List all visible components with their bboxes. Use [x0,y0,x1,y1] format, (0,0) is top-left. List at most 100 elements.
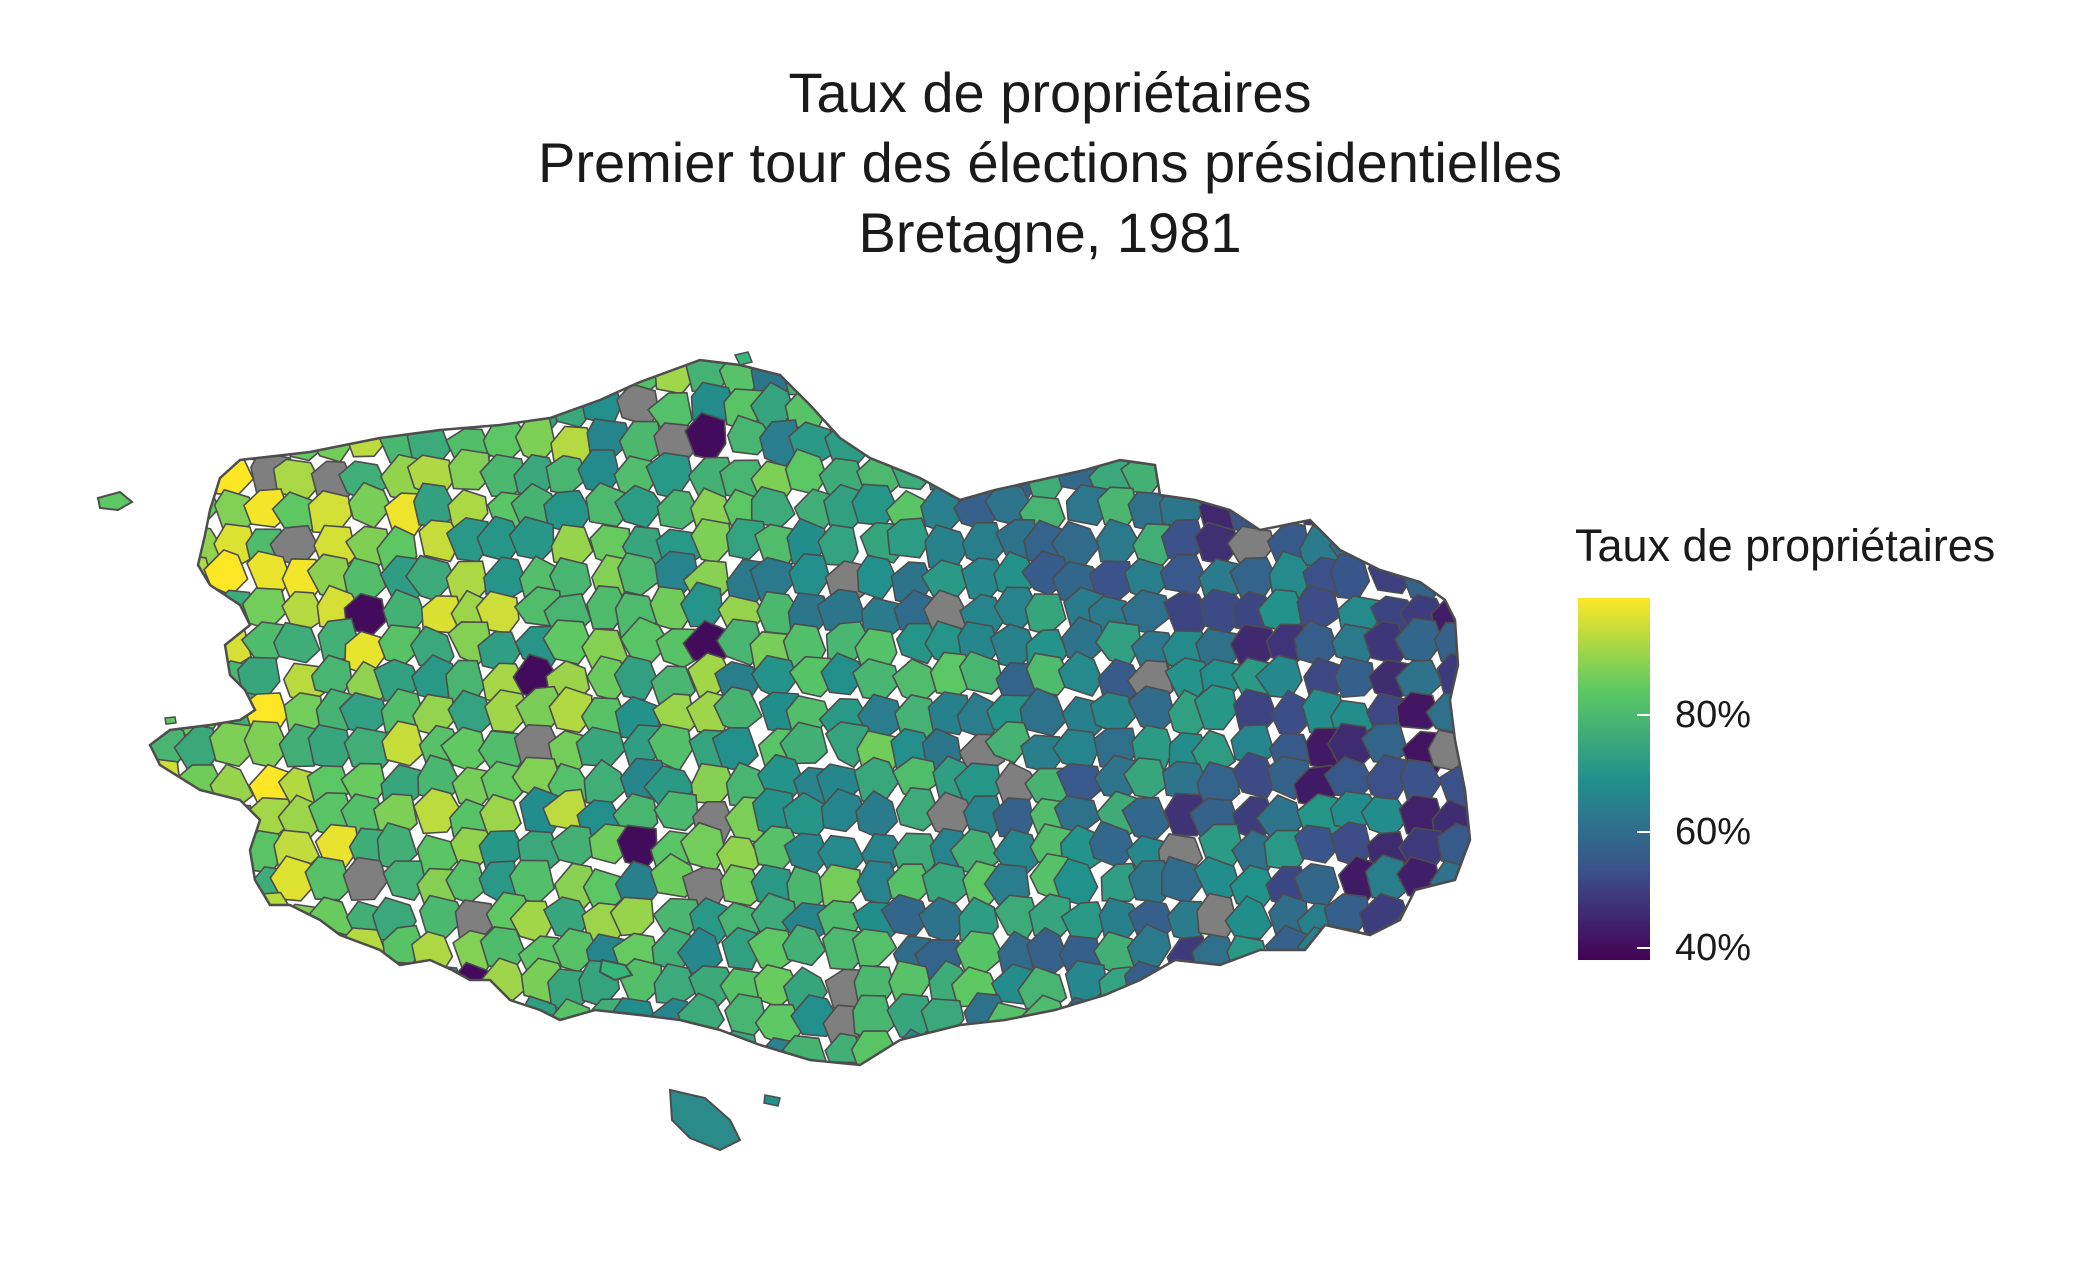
commune-cell [921,1071,966,1108]
commune-cell [456,1106,498,1146]
commune-cell [1427,456,1470,501]
commune-cell [279,1002,326,1046]
commune-cell [1427,360,1470,366]
commune-cell [478,320,526,359]
commune-cell [1432,1097,1475,1141]
commune-cell [656,488,702,530]
commune-cell [794,360,841,368]
chart-title: Taux de propriétaires Premier tour des é… [0,58,2100,268]
commune-cell [1465,892,1470,937]
commune-cell [1122,1097,1166,1142]
commune-cell [1266,424,1313,470]
commune-cell [958,650,1004,695]
commune-cell [168,1105,213,1145]
commune-cell [815,320,860,355]
commune-cell [1429,992,1470,1039]
commune-cell [1225,454,1272,498]
commune-cell [314,823,361,868]
commune-cell [920,426,968,468]
commune-cell [993,382,1041,426]
commune-cell [1191,1133,1238,1161]
commune-cell [1469,493,1470,536]
commune-cell [150,799,151,845]
commune-cell [1155,360,1204,392]
commune-cell [820,652,867,696]
commune-cell [963,1073,1010,1118]
commune-cell [583,758,628,806]
commune-cell [211,360,258,395]
commune-cell [815,1101,858,1144]
commune-cell [150,1039,160,1065]
commune-cell [892,387,939,437]
commune-cell [1396,925,1445,973]
commune-cell [339,1030,384,1065]
commune-cell [341,360,390,365]
commune-cell [925,448,971,495]
commune-cell [444,381,491,426]
commune-cell [415,1103,458,1144]
legend-tick-label: 40% [1675,927,1752,970]
commune-cell [105,1132,148,1160]
legend-tick-label: 60% [1675,810,1752,853]
commune-cell [371,1038,421,1065]
commune-cell [150,996,189,1043]
commune-cell [143,1107,185,1146]
commune-cell [782,1034,828,1065]
commune-cell [989,1131,1038,1161]
commune-cell [653,790,699,832]
commune-cell [1189,1030,1234,1065]
commune-cell [150,450,193,493]
commune-cell [1359,993,1409,1035]
commune-cell [1327,320,1376,358]
commune-cell [176,789,220,834]
commune-cell [820,787,867,833]
commune-cell [779,721,829,765]
commune-cell [478,1139,527,1160]
commune-cell [520,320,564,355]
commune-cell [312,1062,357,1065]
commune-cell [1160,1069,1204,1109]
commune-cell [1394,360,1444,361]
commune-cell [683,320,728,357]
commune-cell [583,360,633,391]
commune-cell [1471,426,1480,468]
commune-cell [1359,957,1406,1005]
commune-cell [269,855,320,902]
commune-cell [204,1000,251,1043]
commune-cell [1166,990,1214,1038]
legend-tick [1637,830,1650,833]
commune-cell [150,794,189,836]
commune-cell [881,413,932,460]
commune-cell [1436,488,1470,533]
commune-cell [1431,549,1470,595]
commune-cell [550,1039,601,1065]
commune-cell [208,320,254,356]
commune-cell [1401,459,1447,499]
commune-cell [1026,419,1074,466]
commune-cell [1229,556,1278,600]
commune-cell [1261,1037,1304,1065]
commune-cell [1131,378,1180,429]
commune-cell [1089,1004,1135,1045]
commune-cell [1474,962,1480,1004]
commune-cell [1474,350,1480,398]
commune-cell [168,360,218,362]
commune-cell [1370,360,1414,367]
commune-cell [411,999,457,1045]
commune-cell [150,555,191,600]
commune-cell [383,961,430,1002]
commune-cell [447,1060,492,1065]
commune-cell [182,591,228,637]
commune-cell [1127,1069,1173,1112]
commune-cell [1360,1096,1404,1142]
legend-colorbar [1578,598,1650,960]
commune-cell [758,1070,803,1110]
commune-cell [1226,1062,1275,1065]
commune-cell [279,1033,325,1065]
commune-cell [822,1129,863,1160]
commune-cell [213,1129,260,1160]
commune-cell [1306,1098,1349,1138]
commune-cell [171,665,220,707]
commune-cell [588,823,630,865]
commune-cell [1460,388,1470,433]
